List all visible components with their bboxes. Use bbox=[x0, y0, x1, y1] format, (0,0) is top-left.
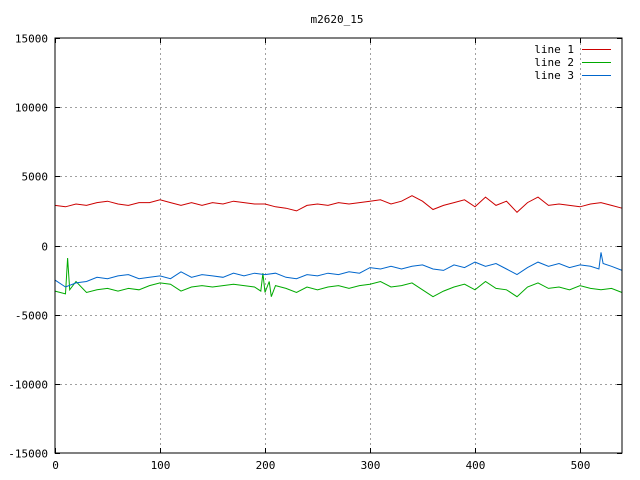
x-tick-label: 100 bbox=[151, 459, 171, 472]
y-tick-label: -10000 bbox=[8, 379, 48, 392]
x-tick-label: 400 bbox=[466, 459, 486, 472]
y-tick-label: -15000 bbox=[8, 448, 48, 461]
x-tick-label: 300 bbox=[361, 459, 381, 472]
y-tick-label: 5000 bbox=[22, 171, 49, 184]
series-line-3 bbox=[54, 252, 623, 288]
axis-layer: 0 100 200 300 400 500 -15000 -10000 -5000 0 5000 10… bbox=[8, 33, 622, 472]
series-layer bbox=[54, 195, 623, 298]
legend-label-2: line 2 bbox=[534, 56, 574, 69]
y-tick-label: 10000 bbox=[15, 102, 48, 115]
legend-label-3: line 3 bbox=[534, 69, 574, 82]
y-tick-label: 15000 bbox=[15, 33, 48, 46]
grid-layer bbox=[55, 38, 622, 453]
chart-title: m2620_15 bbox=[311, 13, 364, 26]
y-tick-label: -5000 bbox=[15, 310, 48, 323]
legend-label-1: line 1 bbox=[534, 43, 574, 56]
y-tick-label: 0 bbox=[41, 241, 48, 254]
series-line-1 bbox=[54, 195, 623, 214]
x-tick-label: 0 bbox=[52, 459, 59, 472]
plot-frame bbox=[54, 37, 623, 454]
series-line-2 bbox=[54, 257, 623, 298]
x-tick-label: 200 bbox=[256, 459, 276, 472]
x-tick-label: 500 bbox=[571, 459, 591, 472]
